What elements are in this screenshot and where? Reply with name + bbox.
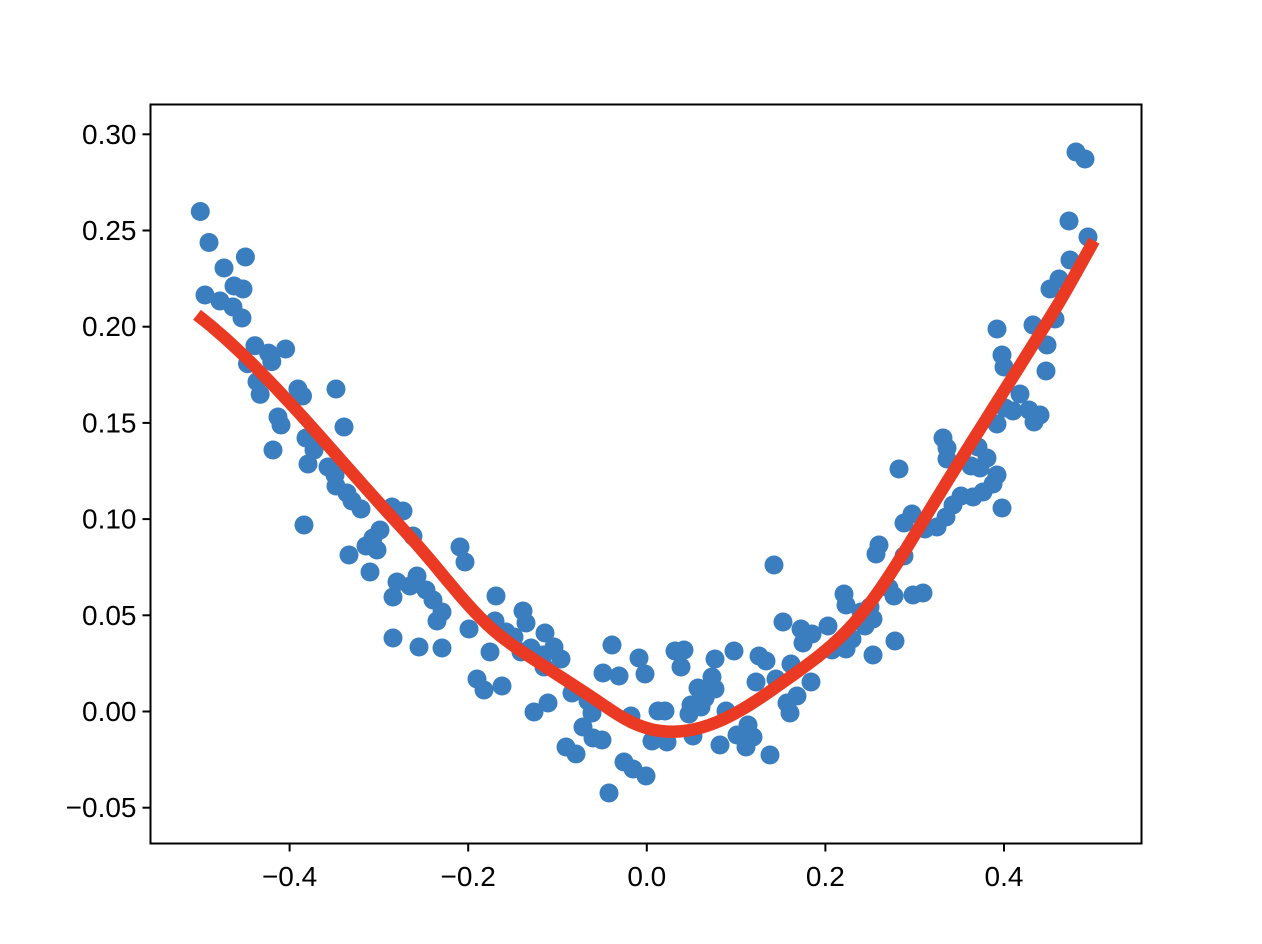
svg-text:0.20: 0.20 [82,311,137,342]
svg-text:0.25: 0.25 [82,215,137,246]
svg-text:−0.4: −0.4 [262,861,317,892]
svg-text:0.4: 0.4 [985,861,1024,892]
svg-text:0.15: 0.15 [82,407,137,438]
svg-text:0.00: 0.00 [82,696,137,727]
svg-text:−0.05: −0.05 [66,792,137,823]
svg-text:0.0: 0.0 [627,861,666,892]
svg-text:0.10: 0.10 [82,504,137,535]
svg-text:−0.2: −0.2 [441,861,496,892]
svg-text:0.30: 0.30 [82,119,137,150]
svg-text:0.2: 0.2 [806,861,845,892]
svg-text:0.05: 0.05 [82,600,137,631]
